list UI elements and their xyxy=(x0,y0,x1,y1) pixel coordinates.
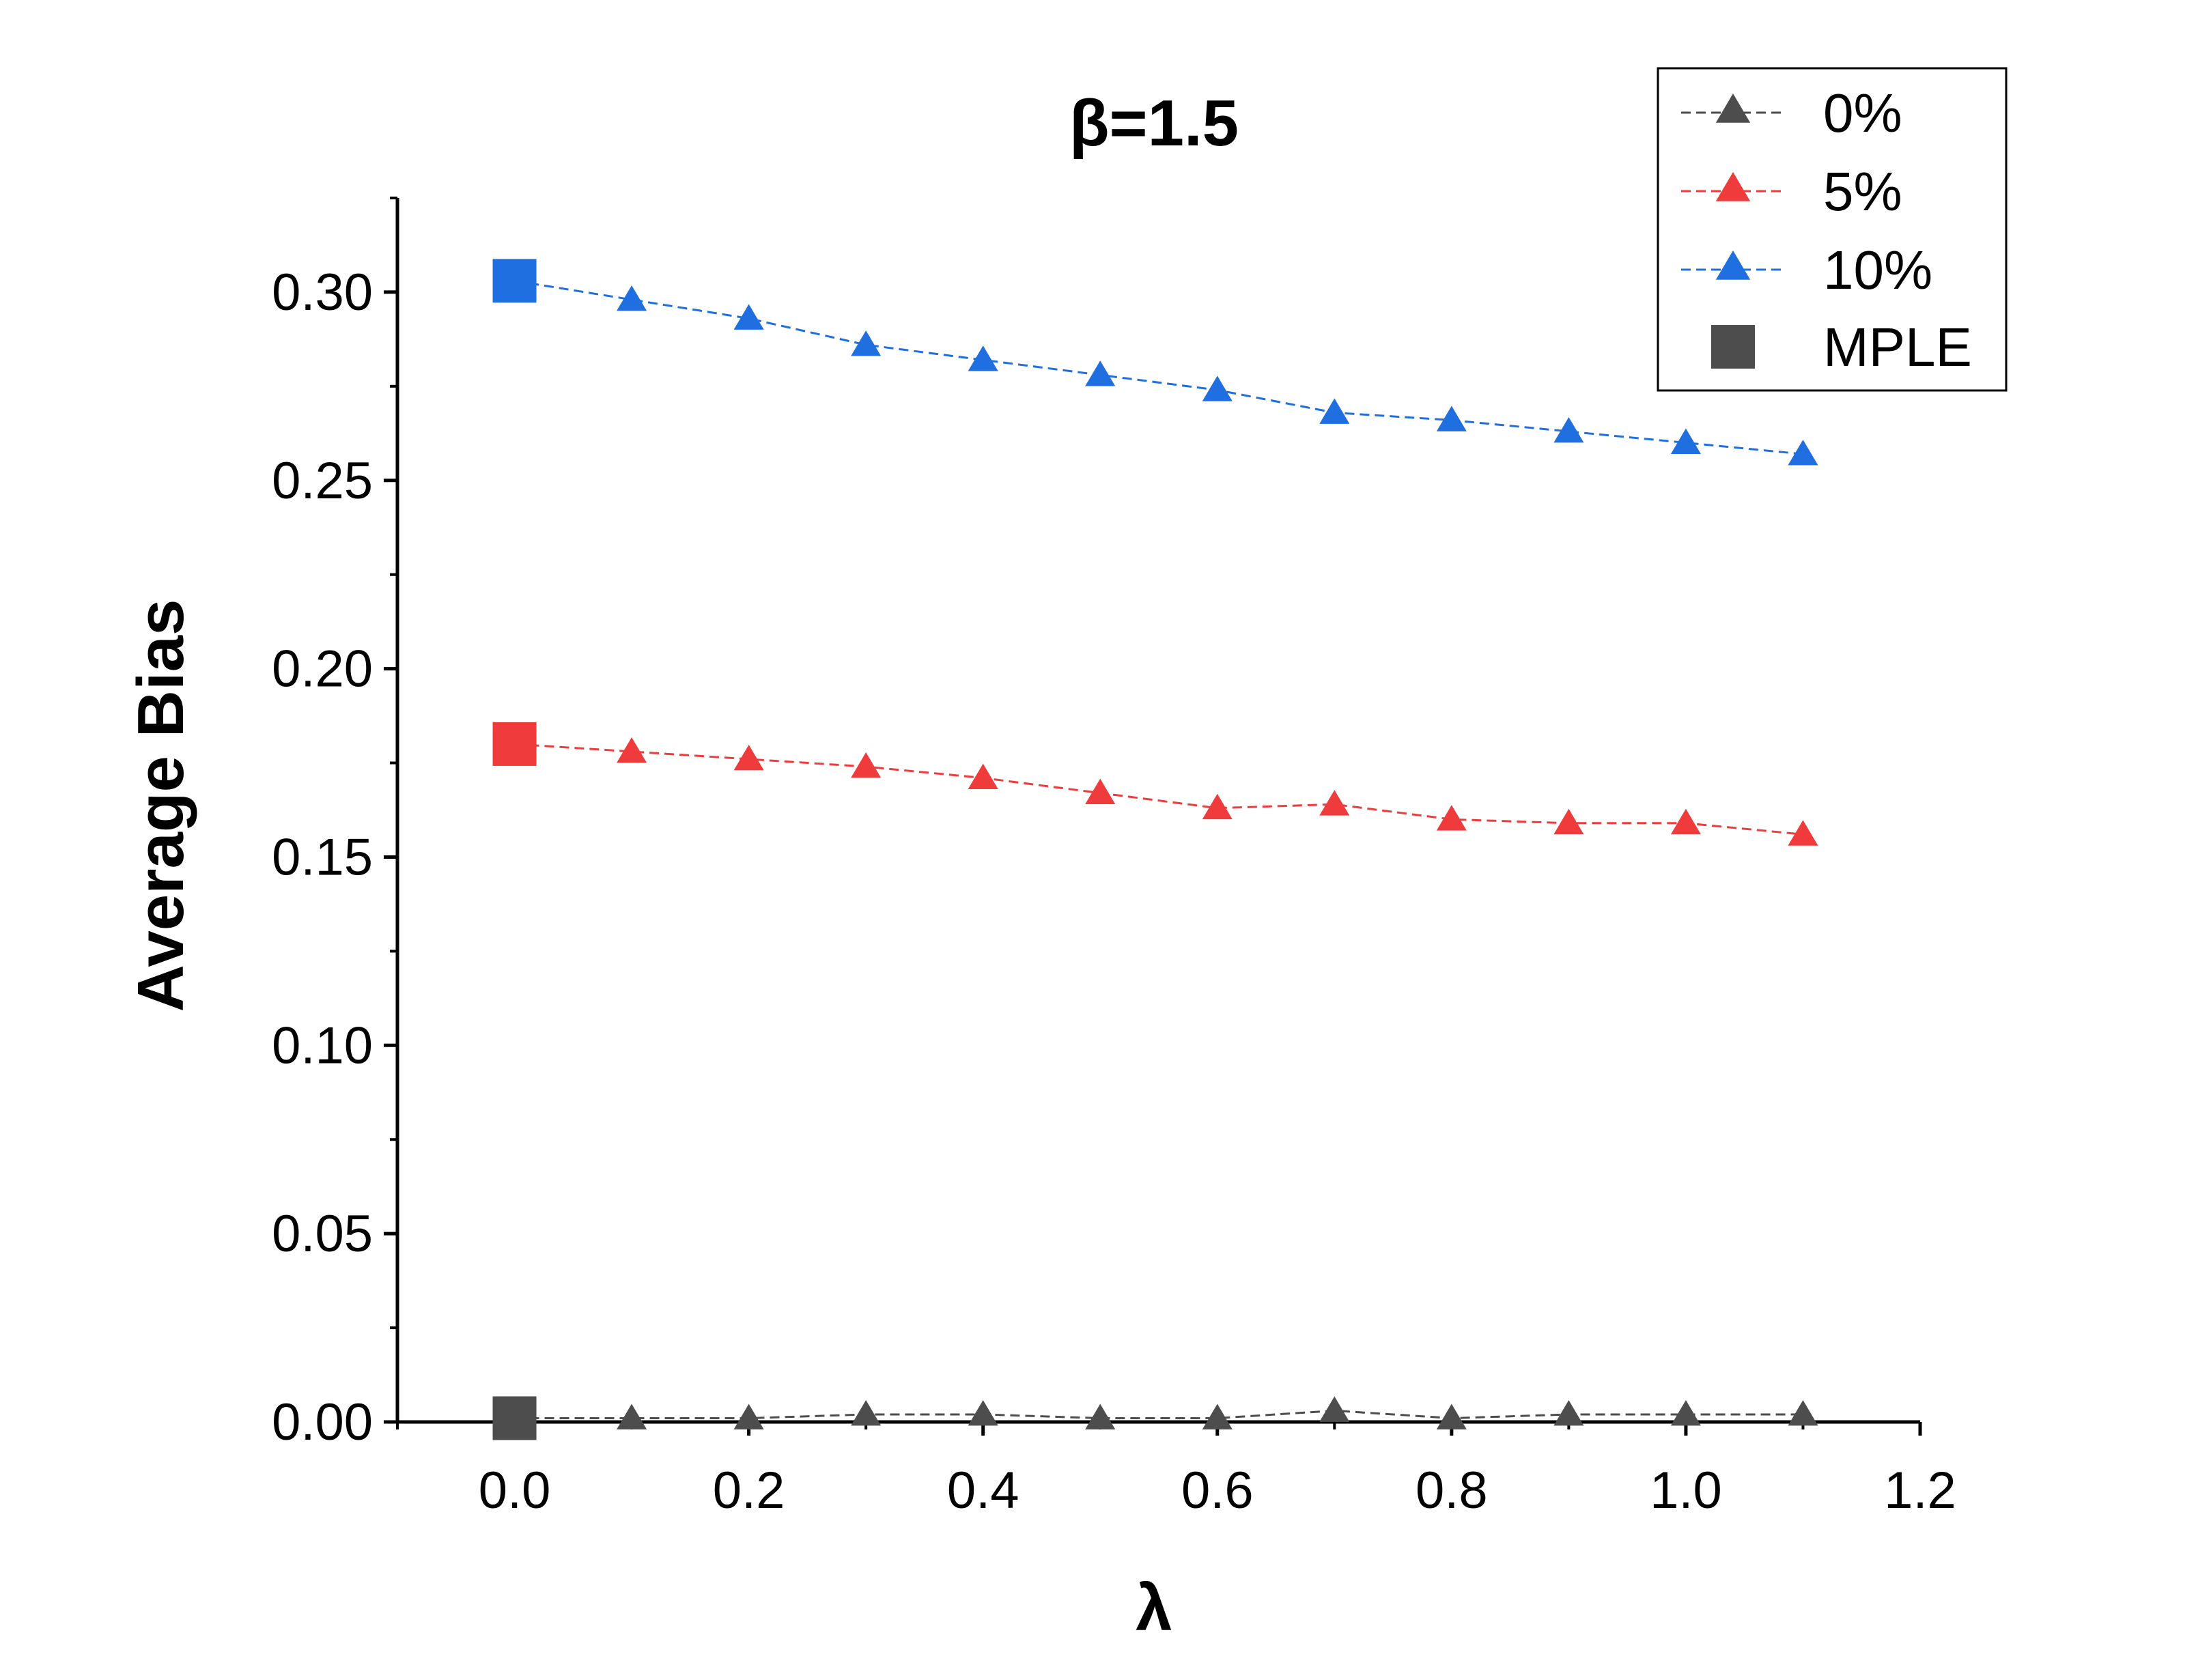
x-tick-label: 0.4 xyxy=(947,1462,1019,1520)
data-point xyxy=(1202,1404,1233,1429)
data-point xyxy=(1553,1399,1584,1426)
legend-label: 10% xyxy=(1823,240,1932,300)
y-tick-label: 0.05 xyxy=(272,1205,373,1263)
data-point xyxy=(1085,1404,1116,1429)
data-point xyxy=(1553,417,1584,443)
data-point xyxy=(1670,808,1701,835)
data-point xyxy=(1085,778,1116,805)
chart-title: β=1.5 xyxy=(1069,87,1239,160)
x-tick-label: 0.8 xyxy=(1416,1462,1488,1520)
y-tick-label: 0.25 xyxy=(272,452,373,510)
data-point xyxy=(1788,1399,1818,1426)
series-layer xyxy=(492,259,1818,1440)
series-line-2 xyxy=(514,279,1803,455)
x-tick-label: 0.6 xyxy=(1181,1462,1254,1520)
data-point xyxy=(851,330,882,356)
series-line-0 xyxy=(514,1409,1803,1419)
data-point xyxy=(968,1399,998,1426)
data-point xyxy=(1436,1404,1467,1429)
x-tick-label: 1.0 xyxy=(1650,1462,1722,1520)
mple-point xyxy=(492,259,537,303)
y-axis-title: Average Bias xyxy=(124,599,197,1012)
legend-marker xyxy=(1715,251,1751,280)
data-point xyxy=(1319,790,1350,816)
data-point xyxy=(1202,793,1233,820)
data-point xyxy=(1319,1396,1350,1422)
data-point xyxy=(851,752,882,778)
legend: 0% 5% 10% MPLE xyxy=(1657,67,2008,392)
series-line-1 xyxy=(514,743,1803,836)
mple-point xyxy=(492,722,537,766)
data-point xyxy=(1085,360,1116,386)
x-tick-label: 1.2 xyxy=(1884,1462,1956,1520)
data-point xyxy=(1202,375,1233,401)
data-point xyxy=(1436,805,1467,831)
data-point xyxy=(1319,398,1350,424)
data-point xyxy=(851,1399,882,1426)
x-axis-title: λ xyxy=(1136,1571,1172,1645)
data-point xyxy=(617,1404,647,1429)
data-point xyxy=(1670,428,1701,454)
data-point xyxy=(1788,440,1818,466)
axes: 0.00 0.05 0.10 0.15 0.20 0.25 0.30 0.0 0.2 0.4 0.6… xyxy=(272,197,1956,1520)
mple-point xyxy=(492,1396,537,1440)
legend-marker xyxy=(1715,94,1751,123)
data-point xyxy=(1436,405,1467,431)
data-point xyxy=(733,304,764,330)
y-tick-label: 0.20 xyxy=(272,640,373,698)
legend-marker xyxy=(1715,172,1751,201)
legend-marker xyxy=(1711,325,1755,369)
data-point xyxy=(733,1404,764,1429)
data-point xyxy=(1670,1399,1701,1426)
x-tick-label: 0.2 xyxy=(713,1462,785,1520)
data-point xyxy=(1553,808,1584,835)
legend-label: MPLE xyxy=(1823,317,1972,378)
y-tick-label: 0.15 xyxy=(272,828,373,886)
y-tick-label: 0.10 xyxy=(272,1016,373,1074)
data-point xyxy=(968,763,998,789)
data-point xyxy=(617,285,647,311)
y-tick-label: 0.00 xyxy=(272,1393,373,1451)
data-point xyxy=(1788,820,1818,846)
x-tick-label: 0.0 xyxy=(479,1462,551,1520)
data-point xyxy=(617,737,647,763)
legend-label: 5% xyxy=(1823,161,1902,222)
legend-label: 0% xyxy=(1823,83,1902,143)
data-point xyxy=(733,745,764,771)
y-tick-label: 0.30 xyxy=(272,264,373,322)
data-point xyxy=(968,345,998,371)
